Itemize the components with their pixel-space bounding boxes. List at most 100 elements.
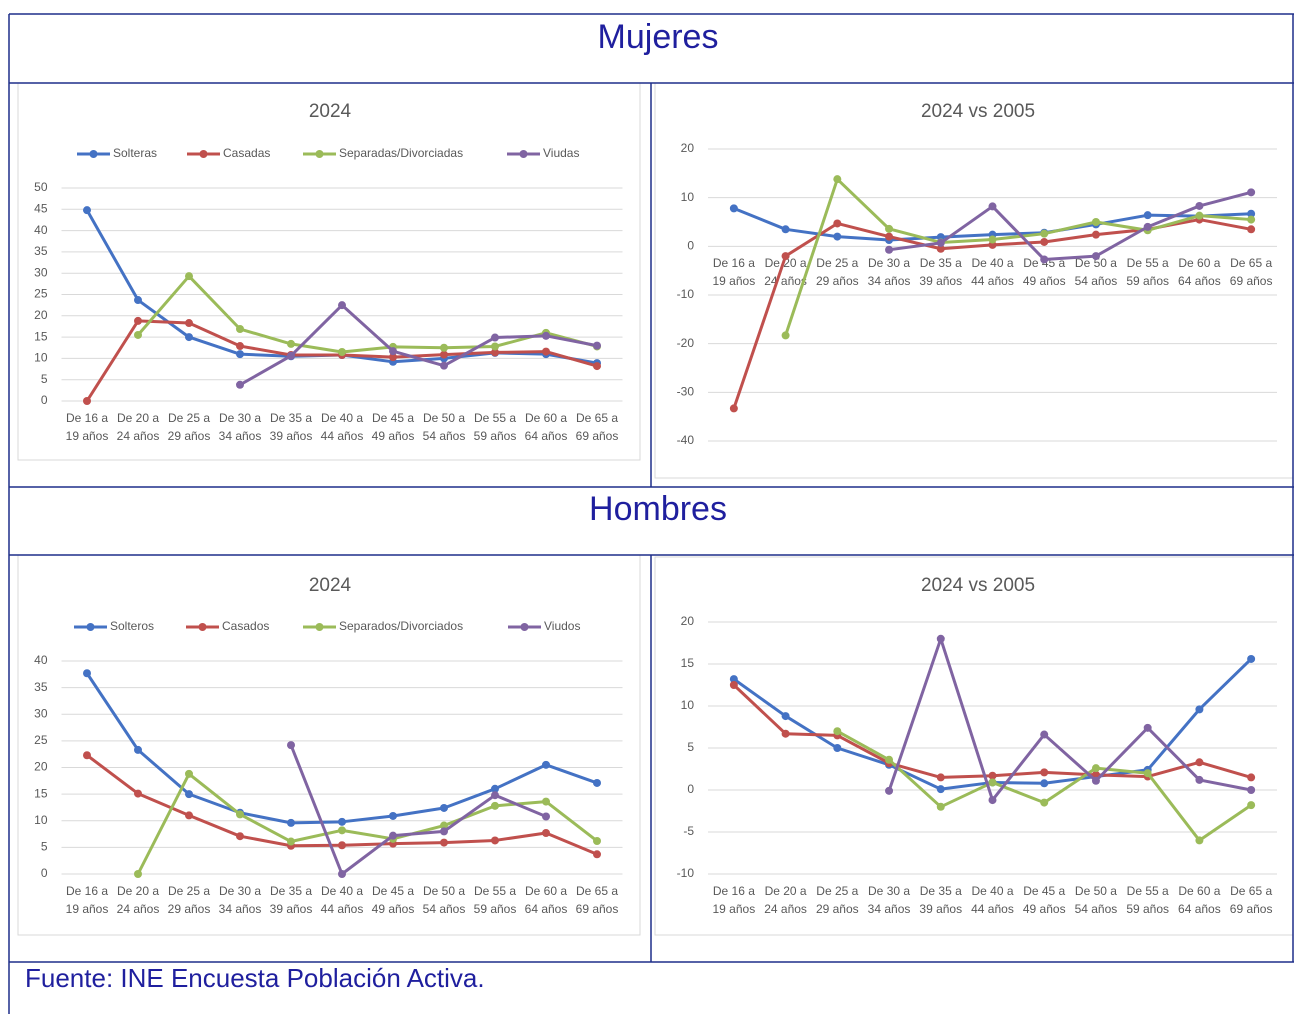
point xyxy=(936,238,945,247)
point xyxy=(491,791,499,800)
y-tick-label: -40 xyxy=(677,433,695,447)
point xyxy=(491,836,499,845)
x-tick-label: De 60 a 64 años xyxy=(1178,256,1221,289)
y-tick-label: 35 xyxy=(34,244,48,258)
x-tick-label: De 35 a 39 años xyxy=(919,884,963,916)
legend-marker xyxy=(86,623,95,631)
x-tick-label-box: De 25 a 29 años xyxy=(815,256,859,289)
x-tick-label-box: De 20 a 24 años xyxy=(117,884,160,916)
x-tick-label-box: De 55 a 59 años xyxy=(1126,884,1169,916)
point xyxy=(83,669,91,678)
point xyxy=(593,778,601,787)
point xyxy=(729,404,738,413)
point xyxy=(885,224,894,233)
point xyxy=(338,826,346,835)
point xyxy=(236,342,244,351)
point xyxy=(1040,229,1049,238)
y-tick-label: 0 xyxy=(687,239,694,253)
x-tick-label-box: De 65 a 69 años xyxy=(576,884,619,916)
point xyxy=(134,870,142,878)
point xyxy=(287,339,295,348)
point xyxy=(491,333,499,342)
x-tick-label: De 60 a 64 años xyxy=(524,411,568,443)
y-tick-label: -30 xyxy=(677,385,695,399)
point xyxy=(1247,188,1256,197)
point xyxy=(338,817,346,826)
point xyxy=(287,818,295,827)
point xyxy=(83,206,91,215)
x-tick-label: De 50 a 54 años xyxy=(1074,884,1118,916)
point xyxy=(988,796,997,805)
point xyxy=(781,712,790,721)
point xyxy=(781,331,790,340)
x-tick-label-box: De 40 a 44 años xyxy=(320,411,364,443)
x-tick-label: De 55 a 59 años xyxy=(473,411,517,443)
x-tick-label: De 40 a 44 años xyxy=(320,411,364,443)
x-tick-label-box: De 16 a 19 años xyxy=(713,256,756,288)
point xyxy=(729,675,738,684)
x-tick-label-box: De 65 a 69 años xyxy=(1230,884,1273,916)
legend-label: Casados xyxy=(222,619,269,633)
point xyxy=(134,745,142,754)
y-tick-label: 20 xyxy=(681,141,695,155)
point xyxy=(1195,836,1204,845)
point xyxy=(440,827,448,836)
point xyxy=(833,232,842,241)
point xyxy=(389,353,397,362)
x-tick-label: De 35 a 39 años xyxy=(269,884,313,916)
point xyxy=(885,245,894,254)
point xyxy=(440,350,448,359)
x-tick-label: De 50 a 54 años xyxy=(422,411,466,443)
x-tick-label: De 25 a 29 años xyxy=(167,411,211,443)
x-tick-label-box: De 30 a 34 años xyxy=(219,411,262,443)
point xyxy=(542,760,550,769)
y-tick-label: 45 xyxy=(34,201,48,215)
x-tick-label-box: De 25 a 29 años xyxy=(167,411,211,443)
chart-title: 2024 vs 2005 xyxy=(921,575,1035,596)
point xyxy=(729,681,738,689)
section-heading: Hombres xyxy=(589,490,727,528)
point xyxy=(542,828,550,837)
point xyxy=(833,727,842,736)
point xyxy=(491,342,499,351)
point xyxy=(1091,218,1100,226)
point xyxy=(185,333,193,342)
y-tick-label: 10 xyxy=(681,190,695,204)
x-tick-label: De 25 a 29 años xyxy=(815,256,859,289)
x-tick-label: De 40 a 44 años xyxy=(971,256,1014,289)
y-tick-label: 0 xyxy=(687,782,694,796)
point xyxy=(440,821,448,830)
x-tick-label-box: De 16 a 19 años xyxy=(713,884,756,916)
x-tick-label-box: De 30 a 34 años xyxy=(868,884,911,916)
y-tick-label: 10 xyxy=(34,813,48,827)
y-tick-label: 25 xyxy=(34,287,48,301)
y-tick-label: 40 xyxy=(34,653,48,667)
y-tick-label: 10 xyxy=(681,698,695,712)
point xyxy=(389,347,397,356)
point xyxy=(781,252,790,261)
point xyxy=(185,319,193,328)
legend-label: Separados/Divorciados xyxy=(339,619,463,633)
x-tick-label: De 16 a 19 años xyxy=(65,884,109,916)
series-line xyxy=(239,303,598,387)
point xyxy=(338,870,346,878)
point xyxy=(491,348,499,357)
x-tick-label: De 55 a 59 años xyxy=(473,884,517,916)
point xyxy=(83,397,91,405)
point xyxy=(988,778,997,787)
x-tick-label: De 65 a 69 años xyxy=(1229,256,1273,289)
x-tick-label-box: De 30 a 34 años xyxy=(219,884,262,916)
legend-label: Viudas xyxy=(543,146,579,160)
point xyxy=(936,773,945,782)
x-tick-label-box: De 35 a 39 años xyxy=(270,411,313,443)
y-tick-label: -10 xyxy=(677,287,695,301)
y-tick-label: 40 xyxy=(34,223,48,237)
point xyxy=(83,751,91,760)
point xyxy=(287,351,295,360)
point xyxy=(988,202,997,211)
point xyxy=(185,769,193,778)
series-line xyxy=(784,177,1252,336)
point xyxy=(134,316,142,325)
section-heading: Mujeres xyxy=(598,18,719,56)
x-tick-label-box: De 40 a 44 años xyxy=(321,884,364,916)
